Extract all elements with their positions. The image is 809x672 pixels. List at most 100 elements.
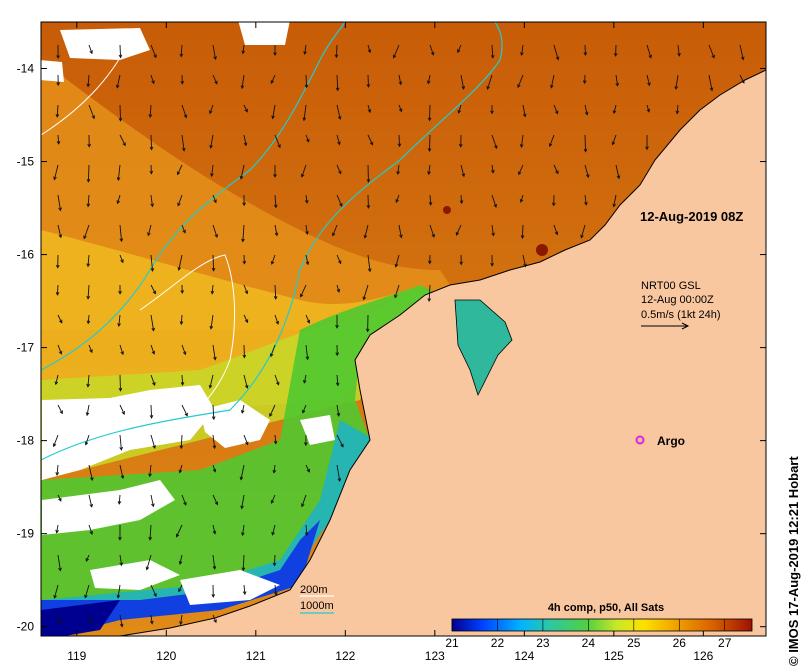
current-arrow — [491, 134, 498, 150]
current-arrow — [86, 194, 91, 208]
current-arrow — [490, 44, 495, 59]
current-arrow — [211, 404, 216, 421]
current-arrow — [241, 524, 245, 537]
current-arrow — [208, 374, 214, 389]
current-arrow — [57, 404, 63, 415]
current-arrow — [646, 74, 651, 87]
colorbar-tick-label: 22 — [491, 636, 505, 650]
current-arrow — [119, 554, 124, 567]
current-arrow — [367, 254, 372, 273]
current-arrow — [84, 584, 90, 599]
current-arrow — [55, 284, 60, 296]
latitude-axis: -14 -15 -16 -17 -18 -19 -20 — [17, 62, 766, 634]
current-arrow — [119, 464, 125, 480]
lon-tick-label: 120 — [156, 649, 176, 663]
current-arrow — [242, 344, 247, 359]
current-arrow — [178, 464, 183, 474]
current-arrow — [181, 224, 186, 234]
current-arrow — [486, 74, 493, 90]
current-arrow — [336, 164, 342, 175]
current-arrow — [212, 74, 218, 85]
current-arrow — [302, 404, 307, 414]
current-vector-field — [52, 44, 745, 628]
lon-tick-label: 121 — [246, 649, 266, 663]
colorbar-tick-label: 25 — [627, 636, 641, 650]
current-arrow — [336, 194, 343, 208]
lat-tick-label: -14 — [17, 62, 35, 76]
current-arrow — [243, 284, 249, 295]
current-arrow — [88, 464, 94, 482]
current-arrow — [362, 284, 369, 301]
current-arrow — [83, 224, 90, 240]
current-arrow — [274, 134, 281, 149]
current-arrow — [57, 554, 62, 572]
current-arrow — [553, 224, 559, 236]
lon-tick-label: 125 — [604, 649, 624, 663]
current-arrow — [367, 134, 374, 146]
current-arrow — [84, 434, 90, 446]
current-arrow — [118, 524, 122, 541]
current-arrow — [366, 164, 371, 183]
current-arrow — [147, 224, 152, 237]
current-arrow — [491, 194, 498, 208]
lon-tick-label: 119 — [67, 649, 86, 663]
colorbar-tick-label: 24 — [582, 636, 596, 650]
current-arrow — [270, 254, 276, 265]
current-arrow — [522, 104, 527, 118]
current-legend-line2: 12-Aug 00:00Z — [641, 294, 714, 306]
current-arrow — [150, 254, 155, 272]
current-arrow — [181, 404, 188, 417]
current-arrow — [116, 164, 121, 182]
current-arrow — [518, 164, 524, 176]
current-arrow — [398, 104, 403, 113]
current-arrow — [646, 104, 651, 113]
current-arrow — [427, 164, 431, 176]
current-arrow — [674, 74, 679, 90]
current-arrow — [336, 134, 341, 146]
current-arrow — [336, 464, 342, 483]
inlet — [454, 299, 513, 397]
current-arrow — [119, 254, 124, 264]
current-arrow — [677, 44, 681, 57]
current-arrow — [491, 164, 495, 174]
current-arrow — [86, 374, 90, 388]
current-arrow — [553, 164, 559, 175]
current-arrow — [175, 524, 183, 538]
current-arrow — [150, 434, 156, 450]
current-arrow — [150, 614, 154, 625]
current-arrow — [53, 584, 59, 599]
current-arrow — [392, 44, 400, 59]
current-arrow — [150, 584, 157, 598]
current-arrow — [615, 74, 620, 87]
current-arrow — [119, 614, 124, 628]
contour-1000m-west — [41, 22, 346, 371]
current-arrow — [301, 494, 307, 508]
current-arrow — [178, 584, 183, 593]
current-arrow — [57, 194, 62, 212]
colorbar-tick-label: 23 — [536, 636, 550, 650]
current-arrow — [241, 44, 246, 55]
colorbar — [451, 618, 753, 632]
current-arrow — [88, 524, 94, 535]
current-arrow — [243, 434, 249, 446]
current-arrow — [209, 314, 214, 330]
ocean-green — [41, 285, 440, 620]
longitude-axis: 119 120 121 122 123 124 125 126 — [67, 22, 714, 663]
current-arrow — [397, 134, 402, 148]
current-arrow — [299, 284, 307, 298]
current-arrow — [118, 284, 122, 295]
current-arrow — [365, 314, 370, 333]
current-arrow — [272, 554, 277, 567]
current-arrow — [88, 344, 93, 354]
current-arrow — [177, 254, 183, 271]
current-arrow — [271, 524, 276, 536]
current-arrow — [553, 44, 560, 61]
current-arrow — [178, 554, 183, 565]
current-arrow — [210, 164, 214, 178]
current-arrow — [179, 44, 184, 58]
current-arrow — [395, 194, 400, 204]
current-arrow — [305, 224, 309, 235]
current-arrow — [273, 194, 278, 209]
current-arrow — [148, 524, 153, 541]
current-arrow — [211, 254, 216, 272]
